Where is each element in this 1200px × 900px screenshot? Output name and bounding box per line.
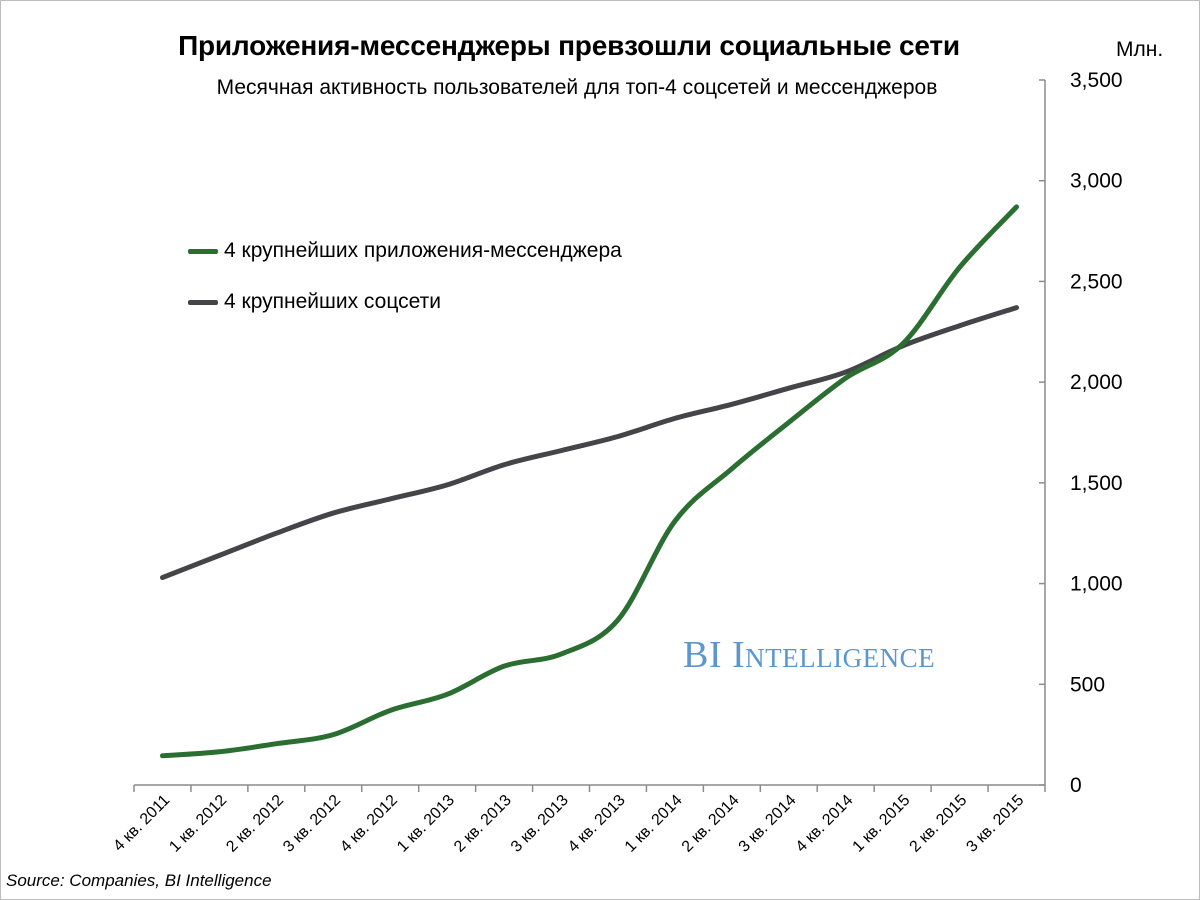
x-tick-label: 1 кв. 2012	[166, 792, 230, 856]
legend-item-messengers: 4 крупнейших приложения-мессенджера	[188, 236, 622, 266]
source-note: Source: Companies, BI Intelligence	[6, 871, 272, 890]
y-tick-label: 2,500	[1070, 270, 1123, 293]
x-tick-label: 4 кв. 2014	[793, 792, 857, 856]
y-tick-label: 1,000	[1070, 573, 1123, 596]
y-tick-label: 0	[1070, 774, 1082, 797]
watermark-text: BI Intelligence	[683, 634, 936, 676]
x-tick-label: 3 кв. 2013	[508, 792, 572, 856]
series-line-social	[159, 305, 1020, 581]
x-tick-label: 3 кв. 2014	[736, 792, 800, 856]
y-tick-label: 2,000	[1070, 371, 1123, 394]
x-tick-label: 1 кв. 2013	[394, 792, 458, 856]
x-tick-label: 2 кв. 2015	[907, 792, 971, 856]
y-tick-label: 3,500	[1070, 69, 1123, 92]
chart-title: Приложения-мессенджеры превзошли социаль…	[178, 30, 960, 61]
x-tick-label: 1 кв. 2014	[622, 792, 686, 856]
x-tick-label: 2 кв. 2012	[223, 792, 287, 856]
x-tick-label: 2 кв. 2013	[451, 792, 515, 856]
legend-swatch-messengers	[188, 248, 218, 254]
x-tick-label: 2 кв. 2014	[679, 792, 743, 856]
x-tick-label: 4 кв. 2012	[337, 792, 401, 856]
y-tick-label: 500	[1070, 673, 1105, 696]
x-tick-label: 4 кв. 2013	[565, 792, 629, 856]
x-tick-label: 4 кв. 2011	[110, 792, 173, 855]
x-tick-label: 3 кв. 2012	[280, 792, 344, 856]
bi-intelligence-watermark: BI Intelligence	[683, 633, 935, 677]
chart-subtitle: Месячная активность пользователей для то…	[216, 76, 938, 99]
y-tick-label: 3,000	[1070, 170, 1123, 193]
y-tick-label: 1,500	[1070, 472, 1123, 495]
x-tick-label: 1 кв. 2015	[850, 792, 914, 856]
legend-label-social: 4 крупнейших соцсети	[224, 290, 441, 313]
legend-item-social: 4 крупнейших соцсети	[188, 287, 622, 317]
x-tick-label: 3 кв. 2015	[963, 792, 1027, 856]
legend-swatch-social	[188, 299, 218, 305]
legend: 4 крупнейших приложения-мессенджера 4 кр…	[188, 236, 622, 338]
legend-label-messengers: 4 крупнейших приложения-мессенджера	[224, 239, 622, 262]
y-axis-unit-label: Млн.	[1116, 38, 1164, 61]
